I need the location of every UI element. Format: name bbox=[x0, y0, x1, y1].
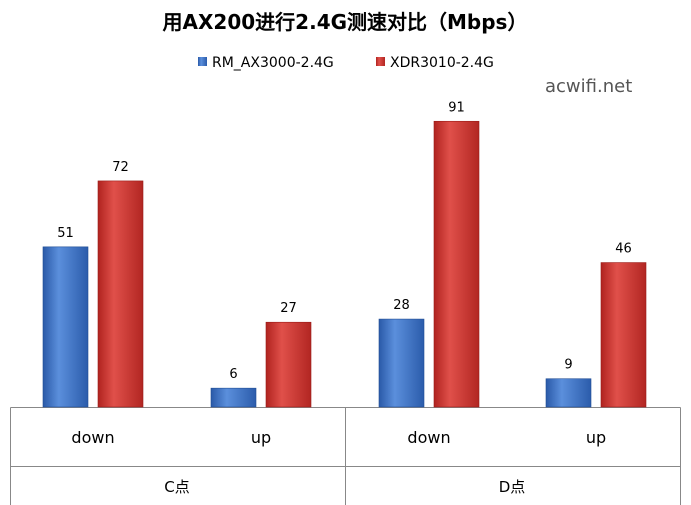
data-label-series-2-1: 72 bbox=[112, 160, 129, 175]
category-label-c-down: down bbox=[71, 428, 114, 447]
bar-series-1-1 bbox=[42, 246, 89, 408]
data-label-series-2-3: 91 bbox=[448, 100, 465, 115]
bar-series-2-2 bbox=[265, 321, 312, 408]
category-label-c-up: up bbox=[251, 428, 271, 447]
legend-swatch-series-1 bbox=[198, 57, 207, 66]
data-label-series-1-1: 51 bbox=[57, 226, 74, 241]
chart-title: 用AX200进行2.4G测速对比（Mbps） bbox=[163, 10, 528, 34]
category-label-d-up: up bbox=[586, 428, 606, 447]
legend-label-series-1: RM_AX3000-2.4G bbox=[212, 55, 334, 71]
category-axis bbox=[10, 407, 681, 505]
bar-series-2-1 bbox=[97, 180, 144, 408]
bar-series-2-3 bbox=[433, 120, 480, 408]
bar-series-1-4 bbox=[545, 378, 592, 408]
group-label-d: D点 bbox=[499, 478, 526, 496]
group-label-c: C点 bbox=[164, 478, 189, 496]
bars: 51 6 28 9 72 27 91 46 bbox=[42, 100, 647, 408]
data-label-series-1-2: 6 bbox=[229, 367, 237, 382]
bar-series-1-3 bbox=[378, 318, 425, 408]
bar-series-2-4 bbox=[600, 262, 647, 408]
data-label-series-2-2: 27 bbox=[280, 301, 297, 316]
data-label-series-1-3: 28 bbox=[393, 298, 410, 313]
legend: RM_AX3000-2.4G XDR3010-2.4G bbox=[198, 55, 494, 71]
data-label-series-1-4: 9 bbox=[564, 358, 572, 373]
legend-label-series-2: XDR3010-2.4G bbox=[390, 55, 494, 71]
data-label-series-2-4: 46 bbox=[615, 242, 632, 257]
category-label-d-down: down bbox=[407, 428, 450, 447]
watermark: acwifi.net bbox=[545, 76, 632, 97]
bar-series-1-2 bbox=[210, 387, 257, 408]
legend-swatch-series-2 bbox=[376, 57, 385, 66]
